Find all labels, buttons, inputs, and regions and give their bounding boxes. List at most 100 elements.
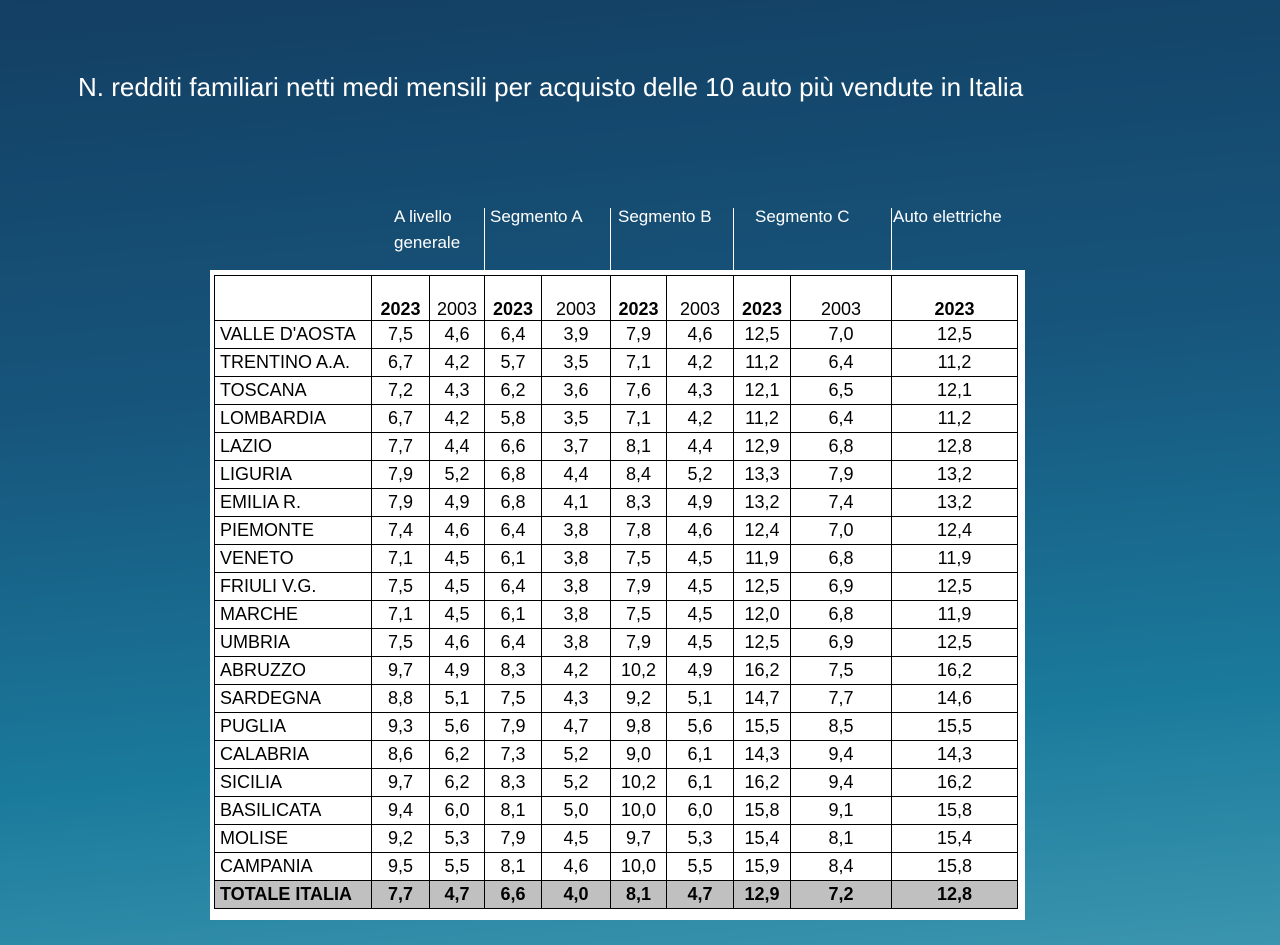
region-cell: FRIULI V.G. [214,572,372,601]
data-row: EMILIA R. 7,9 4,9 6,8 4,1 8,3 4,9 13,2 7,4 13,2 [214,488,1018,517]
value-cell: 7,9 [610,628,667,657]
value-cell: 11,2 [733,404,791,433]
value-cell: 8,3 [484,656,542,685]
value-cell: 7,9 [610,320,667,349]
value-cell: 7,5 [790,656,892,685]
value-cell: 4,5 [429,600,485,629]
value-cell: 16,2 [733,768,791,797]
group-separator [733,208,734,272]
value-cell: 4,2 [541,656,611,685]
group-label: A livello generale [394,207,461,252]
value-cell: 5,7 [484,348,542,377]
value-cell: 6,4 [484,572,542,601]
value-cell: 5,3 [429,824,485,853]
value-cell: 8,1 [484,796,542,825]
value-cell: 6,0 [666,796,734,825]
value-cell: 4,2 [429,348,485,377]
data-row: LIGURIA 7,9 5,2 6,8 4,4 8,4 5,2 13,3 7,9 13,2 [214,460,1018,489]
year-header: 2003 [429,275,485,321]
table-body: 2023 2003 2023 2003 2023 2003 2023 2003 2023 VALL… [214,275,1018,909]
region-cell: LIGURIA [214,460,372,489]
value-cell: 4,4 [429,432,485,461]
total-value: 4,0 [541,880,611,909]
total-value: 12,9 [733,880,791,909]
value-cell: 6,2 [484,376,542,405]
value-cell: 3,8 [541,544,611,573]
value-cell: 4,6 [666,516,734,545]
data-row: VALLE D'AOSTA 7,5 4,6 6,4 3,9 7,9 4,6 12,5 7,0 12… [214,320,1018,349]
year-header: 2023 [891,275,1018,321]
total-label: TOTALE ITALIA [214,880,372,909]
value-cell: 4,5 [666,600,734,629]
value-cell: 7,9 [484,712,542,741]
value-cell: 6,1 [666,768,734,797]
total-value: 12,8 [891,880,1018,909]
value-cell: 12,5 [733,320,791,349]
total-value: 7,2 [790,880,892,909]
value-cell: 3,7 [541,432,611,461]
value-cell: 11,9 [733,544,791,573]
region-cell: MARCHE [214,600,372,629]
value-cell: 4,2 [666,348,734,377]
data-row: CALABRIA 8,6 6,2 7,3 5,2 9,0 6,1 14,3 9,4 14,3 [214,740,1018,769]
value-cell: 6,8 [790,432,892,461]
value-cell: 4,6 [429,628,485,657]
value-cell: 3,5 [541,404,611,433]
value-cell: 12,8 [891,432,1018,461]
value-cell: 13,3 [733,460,791,489]
value-cell: 7,2 [371,376,430,405]
value-cell: 14,7 [733,684,791,713]
data-table: 2023 2003 2023 2003 2023 2003 2023 2003 2023 VALL… [214,275,1018,909]
value-cell: 7,0 [790,320,892,349]
header-cell [214,275,372,321]
year-header: 2003 [666,275,734,321]
year-header: 2023 [733,275,791,321]
value-cell: 4,9 [666,488,734,517]
region-cell: VENETO [214,544,372,573]
value-cell: 6,1 [484,600,542,629]
value-cell: 8,5 [790,712,892,741]
value-cell: 8,4 [790,852,892,881]
value-cell: 11,2 [891,348,1018,377]
value-cell: 3,8 [541,628,611,657]
value-cell: 9,2 [371,824,430,853]
value-cell: 15,5 [733,712,791,741]
value-cell: 6,5 [790,376,892,405]
data-row: FRIULI V.G. 7,5 4,5 6,4 3,8 7,9 4,5 12,5 6,9 12,5 [214,572,1018,601]
value-cell: 5,1 [429,684,485,713]
value-cell: 12,5 [891,628,1018,657]
region-cell: ABRUZZO [214,656,372,685]
group-label: Segmento B [618,207,712,226]
region-cell: TRENTINO A.A. [214,348,372,377]
value-cell: 11,9 [891,544,1018,573]
region-cell: TOSCANA [214,376,372,405]
value-cell: 7,5 [371,572,430,601]
value-cell: 6,8 [790,600,892,629]
value-cell: 9,8 [610,712,667,741]
value-cell: 3,8 [541,516,611,545]
value-cell: 7,4 [371,516,430,545]
data-row: TRENTINO A.A. 6,7 4,2 5,7 3,5 7,1 4,2 11,2 6,4 11… [214,348,1018,377]
value-cell: 16,2 [891,768,1018,797]
value-cell: 9,7 [371,768,430,797]
region-cell: EMILIA R. [214,488,372,517]
value-cell: 4,9 [429,488,485,517]
data-row: LOMBARDIA 6,7 4,2 5,8 3,5 7,1 4,2 11,2 6,4 11,2 [214,404,1018,433]
value-cell: 3,8 [541,600,611,629]
value-cell: 5,2 [429,460,485,489]
value-cell: 8,4 [610,460,667,489]
value-cell: 15,8 [733,796,791,825]
total-value: 4,7 [666,880,734,909]
data-row: PUGLIA 9,3 5,6 7,9 4,7 9,8 5,6 15,5 8,5 15,5 [214,712,1018,741]
value-cell: 5,5 [429,852,485,881]
value-cell: 6,9 [790,572,892,601]
total-value: 6,6 [484,880,542,909]
value-cell: 9,7 [371,656,430,685]
value-cell: 7,9 [371,488,430,517]
value-cell: 4,3 [666,376,734,405]
value-cell: 4,5 [429,572,485,601]
value-cell: 7,9 [790,460,892,489]
value-cell: 4,4 [666,432,734,461]
value-cell: 8,1 [610,432,667,461]
data-row: MARCHE 7,1 4,5 6,1 3,8 7,5 4,5 12,0 6,8 11,9 [214,600,1018,629]
